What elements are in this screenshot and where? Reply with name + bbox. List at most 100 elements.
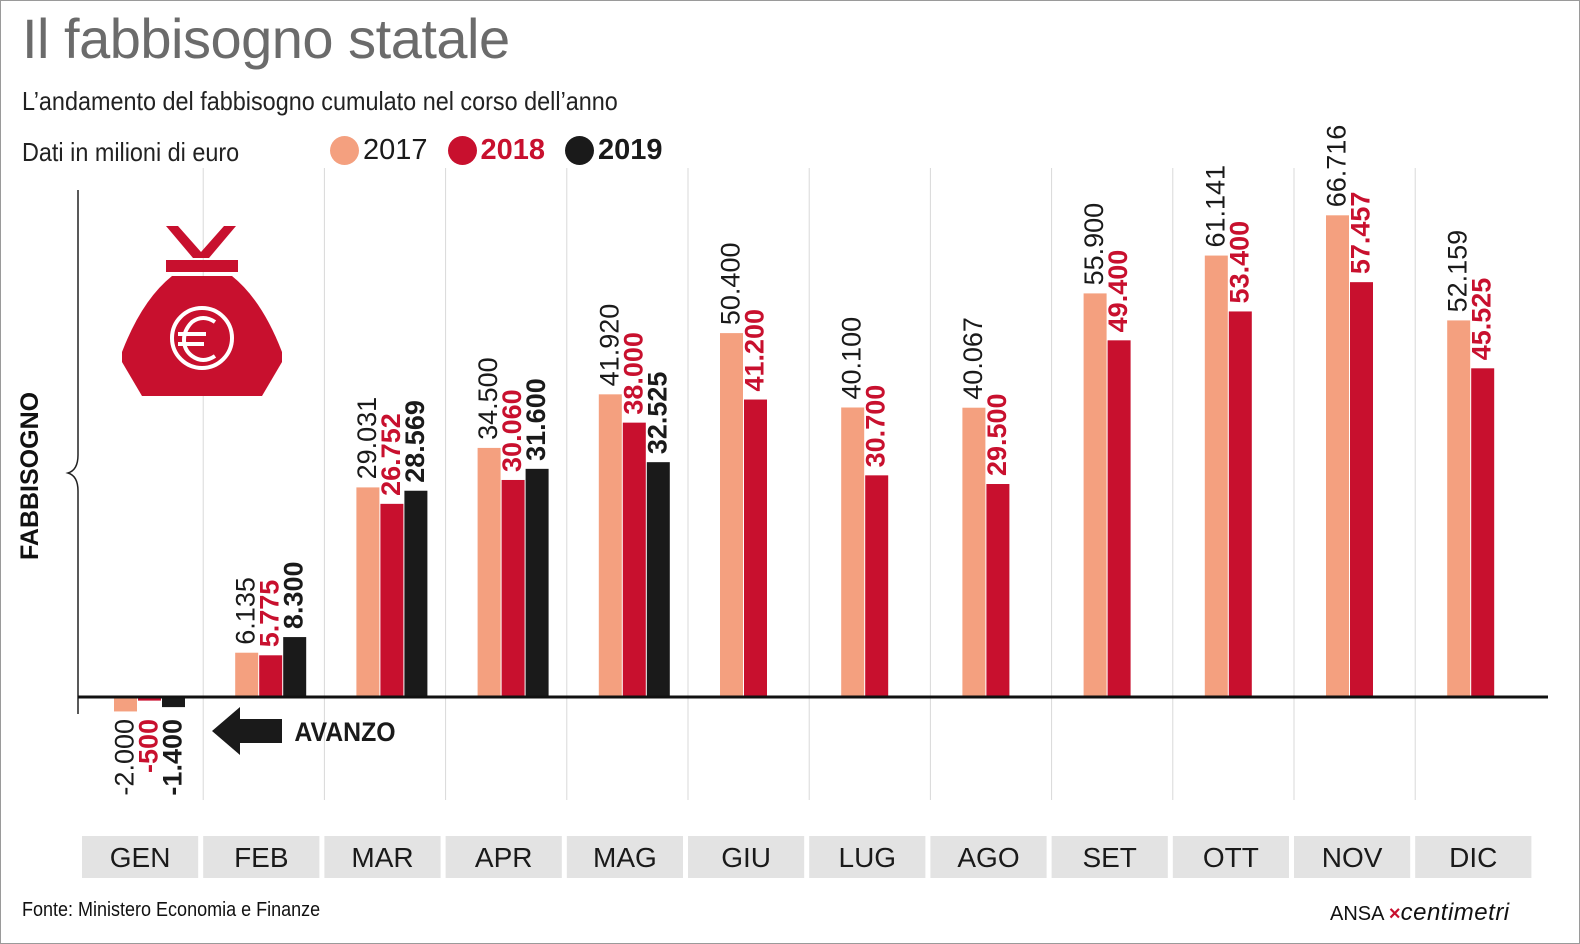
value-label-2018-mag: 38.000 — [618, 332, 648, 415]
legend-swatch-2019 — [565, 136, 595, 165]
money-bag-euro-icon — [122, 226, 282, 396]
avanzo-arrow — [212, 707, 282, 755]
bar-2017-lug — [841, 407, 865, 697]
value-label-2019-apr: 31.600 — [521, 378, 551, 461]
value-label-2017-gen: -2.000 — [110, 719, 140, 796]
value-label-2017-apr: 34.500 — [473, 357, 503, 440]
month-box — [1415, 836, 1532, 878]
month-box — [324, 836, 441, 878]
value-label-2018-gen: -500 — [134, 719, 164, 773]
value-label-2017-lug: 40.100 — [837, 317, 867, 400]
legend-item-2017: 2017 — [330, 134, 428, 167]
legend-swatch-2018 — [447, 136, 477, 165]
source-note: Fonte: Ministero Economia e Finanze — [22, 899, 321, 921]
month-label: DIC — [1449, 842, 1497, 873]
bar-2019-gen — [162, 697, 185, 708]
legend-label-2018: 2018 — [480, 134, 546, 166]
month-box — [1294, 836, 1411, 878]
bar-2019-apr — [525, 468, 549, 697]
column-separators — [202, 168, 1416, 800]
value-label-2017-dic: 52.159 — [1443, 230, 1473, 313]
legend-item-2019: 2019 — [565, 134, 663, 167]
value-label-2018-lug: 30.700 — [861, 385, 891, 468]
month-box — [203, 836, 320, 878]
month-box — [809, 836, 926, 878]
bar-2017-giu — [720, 333, 743, 697]
value-label-2017-nov: 66.716 — [1322, 125, 1352, 208]
centimetri-mark-icon: × — [1388, 903, 1401, 925]
bar-2017-nov — [1326, 215, 1349, 697]
credit: ANSA ×centimetri — [1330, 899, 1510, 927]
month-box — [445, 836, 562, 878]
bar-2018-feb — [259, 655, 283, 697]
month-label: GEN — [110, 842, 171, 873]
month-label: MAG — [593, 842, 657, 873]
month-labels: GEN FEB MAR APR MAG GIU LUG AGO SET OTT NOV DIC — [82, 836, 1532, 878]
bar-2019-feb — [283, 637, 307, 697]
chart-title: Il fabbisogno statale — [22, 7, 510, 70]
bar-2017-set — [1083, 293, 1107, 697]
bar-2018-ago — [986, 484, 1010, 697]
bar-2018-lug — [865, 475, 889, 697]
value-label-2018-dic: 45.525 — [1467, 278, 1497, 361]
month-box — [566, 836, 683, 878]
value-label-2017-feb: 6.135 — [231, 577, 261, 645]
value-label-2018-nov: 57.457 — [1346, 192, 1376, 275]
legend-label-2019: 2019 — [598, 134, 663, 166]
month-box — [82, 836, 199, 878]
value-label-2019-gen: -1.400 — [158, 719, 188, 796]
bar-2017-ott — [1204, 255, 1228, 697]
value-label-2018-set: 49.400 — [1103, 250, 1133, 333]
month-box — [1172, 836, 1289, 878]
value-label-2018-giu: 41.200 — [740, 309, 770, 392]
month-box — [1051, 836, 1168, 878]
month-label: APR — [475, 842, 533, 873]
legend-item-2018: 2018 — [447, 134, 546, 167]
avanzo-label: AVANZO — [294, 718, 395, 747]
value-label-2017-ott: 61.141 — [1200, 165, 1230, 248]
bar-2018-gen — [138, 697, 161, 701]
legend-label-2017: 2017 — [363, 134, 428, 166]
credit-ansa: ANSA — [1330, 903, 1384, 925]
value-label-2018-apr: 30.060 — [497, 389, 527, 472]
month-box — [688, 836, 805, 878]
month-box — [930, 836, 1047, 878]
bar-2018-nov — [1350, 282, 1373, 697]
chart-subtitle: L’andamento del fabbisogno cumulato nel … — [22, 86, 618, 116]
month-label: GIU — [721, 842, 771, 873]
value-label-2017-mag: 41.920 — [594, 304, 624, 387]
bar-2018-apr — [501, 479, 525, 697]
month-label: FEB — [234, 842, 288, 873]
bar-2017-ago — [962, 407, 986, 697]
month-label: AGO — [957, 842, 1019, 873]
bar-2018-dic — [1471, 368, 1495, 697]
bar-2017-dic — [1447, 320, 1471, 697]
y-axis-label: FABBISOGNO — [16, 391, 44, 560]
value-label-2017-ago: 40.067 — [958, 317, 988, 400]
bar-2018-set — [1107, 340, 1131, 697]
value-label-2019-mar: 28.569 — [400, 400, 430, 483]
month-label: OTT — [1203, 842, 1259, 873]
bar-2017-mag — [598, 394, 622, 697]
bar-2017-apr — [477, 447, 501, 697]
value-label-2018-ago: 29.500 — [982, 393, 1012, 476]
value-label-2017-mar: 29.031 — [352, 397, 382, 480]
bar-2018-mag — [622, 422, 646, 697]
month-label: MAR — [351, 842, 413, 873]
credit-brand: centimetri — [1400, 899, 1510, 926]
bar-2018-giu — [744, 399, 767, 697]
bar-2017-mar — [356, 487, 380, 697]
bar-2018-mar — [380, 503, 404, 697]
value-label-2017-set: 55.900 — [1079, 203, 1109, 286]
bar-2017-feb — [235, 652, 259, 697]
bar-2019-mag — [646, 462, 670, 697]
month-label: NOV — [1322, 842, 1383, 873]
month-label: LUG — [839, 842, 897, 873]
bar-2019-mar — [404, 490, 428, 697]
value-label-2018-ott: 53.400 — [1224, 221, 1254, 304]
bar-2018-ott — [1228, 311, 1252, 697]
month-label: SET — [1082, 842, 1136, 873]
units-label: Dati in milioni di euro — [22, 137, 240, 167]
